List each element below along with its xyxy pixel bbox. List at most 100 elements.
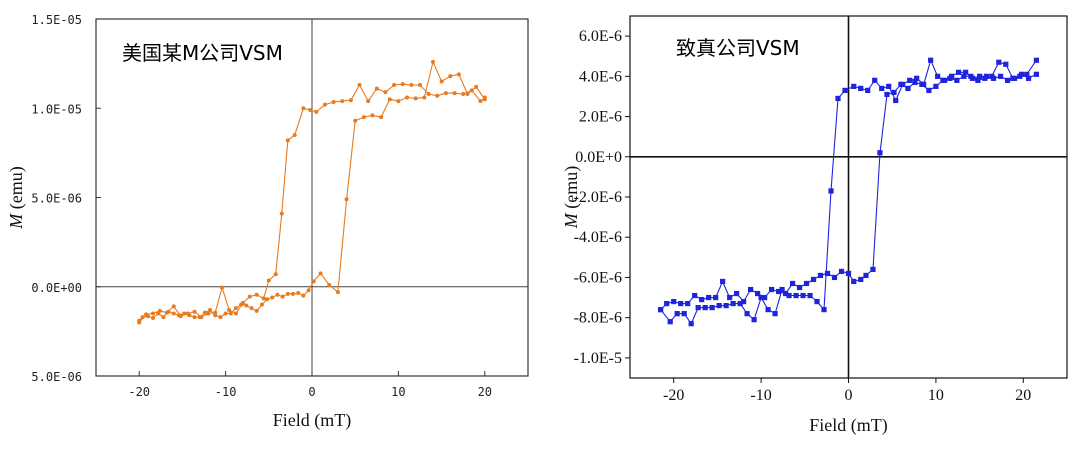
data-point	[435, 93, 440, 98]
data-point	[426, 91, 431, 96]
data-point	[161, 315, 166, 320]
data-point	[366, 99, 371, 104]
data-point	[671, 298, 677, 305]
x-tick-label: -20	[128, 385, 150, 399]
data-point	[807, 292, 813, 299]
x-tick-label: -20	[663, 387, 684, 404]
data-point	[290, 291, 295, 296]
data-point	[828, 188, 834, 194]
data-point	[975, 77, 981, 83]
data-point	[942, 77, 948, 83]
data-point	[171, 311, 176, 316]
data-point	[469, 88, 474, 93]
data-point	[858, 276, 864, 283]
data-point	[695, 305, 701, 311]
data-point	[810, 276, 817, 283]
data-point	[285, 138, 290, 143]
data-point	[259, 302, 264, 307]
y-tick-label: -2.0E-6	[574, 189, 622, 206]
data-point	[900, 81, 906, 87]
data-point	[688, 321, 694, 327]
data-point	[877, 150, 883, 156]
data-point	[208, 307, 213, 312]
y-tick-label: 5.0E-06	[31, 370, 82, 384]
data-point	[949, 73, 955, 79]
data-point	[786, 292, 792, 299]
data-point	[893, 97, 899, 104]
y-tick-label: 0.0E+00	[31, 281, 82, 295]
x-tick-label: -10	[215, 385, 237, 399]
data-point	[308, 108, 313, 113]
data-point	[935, 73, 941, 79]
data-point	[340, 99, 345, 104]
data-point	[383, 90, 388, 95]
data-point	[452, 91, 457, 96]
data-point	[400, 82, 405, 87]
data-point	[926, 87, 932, 94]
y-tick-label: 2.0E-6	[579, 109, 622, 126]
data-point	[1024, 71, 1030, 77]
x-axis-label: Field (mT)	[809, 415, 888, 436]
data-point	[884, 91, 890, 98]
x-tick-label: 20	[1015, 387, 1031, 404]
data-point	[1011, 75, 1018, 81]
data-point	[482, 95, 487, 100]
data-point	[270, 295, 275, 300]
data-point	[254, 292, 259, 297]
y-tick-label: 1.5E-05	[31, 13, 82, 27]
data-point	[374, 86, 379, 91]
data-point	[768, 286, 775, 293]
data-point	[244, 303, 249, 308]
data-point	[185, 311, 190, 316]
x-tick-label: 10	[391, 385, 405, 399]
data-point	[448, 74, 453, 79]
data-point	[353, 118, 358, 123]
data-point	[678, 300, 684, 307]
data-point	[782, 290, 789, 297]
data-point	[921, 81, 927, 87]
data-point	[851, 83, 857, 89]
data-point	[990, 75, 997, 81]
data-point	[422, 95, 427, 100]
data-point	[744, 311, 750, 317]
data-point	[327, 282, 332, 287]
data-point	[842, 87, 848, 94]
data-point	[306, 288, 311, 293]
data-point	[765, 307, 771, 313]
data-point	[240, 300, 245, 305]
data-point	[461, 91, 466, 96]
data-point	[803, 280, 810, 287]
chart-title: 致真公司VSM	[676, 36, 800, 60]
data-point	[956, 69, 962, 75]
data-point	[838, 268, 845, 275]
y-tick-label: -1.0E-5	[574, 350, 622, 367]
data-point	[723, 303, 729, 309]
data-point	[755, 290, 761, 297]
data-point	[831, 274, 838, 281]
data-point	[891, 89, 897, 96]
data-point	[702, 305, 708, 311]
data-point	[314, 109, 319, 114]
data-point	[914, 75, 920, 81]
data-point	[912, 79, 918, 85]
data-point	[720, 278, 726, 285]
data-point	[157, 308, 162, 313]
data-point	[192, 309, 197, 314]
data-point	[692, 292, 698, 299]
data-point	[151, 315, 156, 320]
data-point	[1033, 71, 1040, 77]
data-point	[379, 115, 384, 120]
data-point	[137, 320, 142, 325]
data-point	[254, 308, 259, 313]
data-point	[685, 300, 691, 307]
data-point	[734, 290, 740, 297]
data-point	[220, 285, 225, 290]
data-point	[396, 99, 401, 104]
data-point	[233, 311, 238, 316]
data-point	[370, 113, 375, 118]
data-point	[814, 298, 820, 305]
y-tick-label: 1.0E-05	[31, 102, 82, 116]
data-point	[213, 310, 218, 315]
data-point	[247, 294, 252, 299]
data-point	[751, 317, 757, 323]
